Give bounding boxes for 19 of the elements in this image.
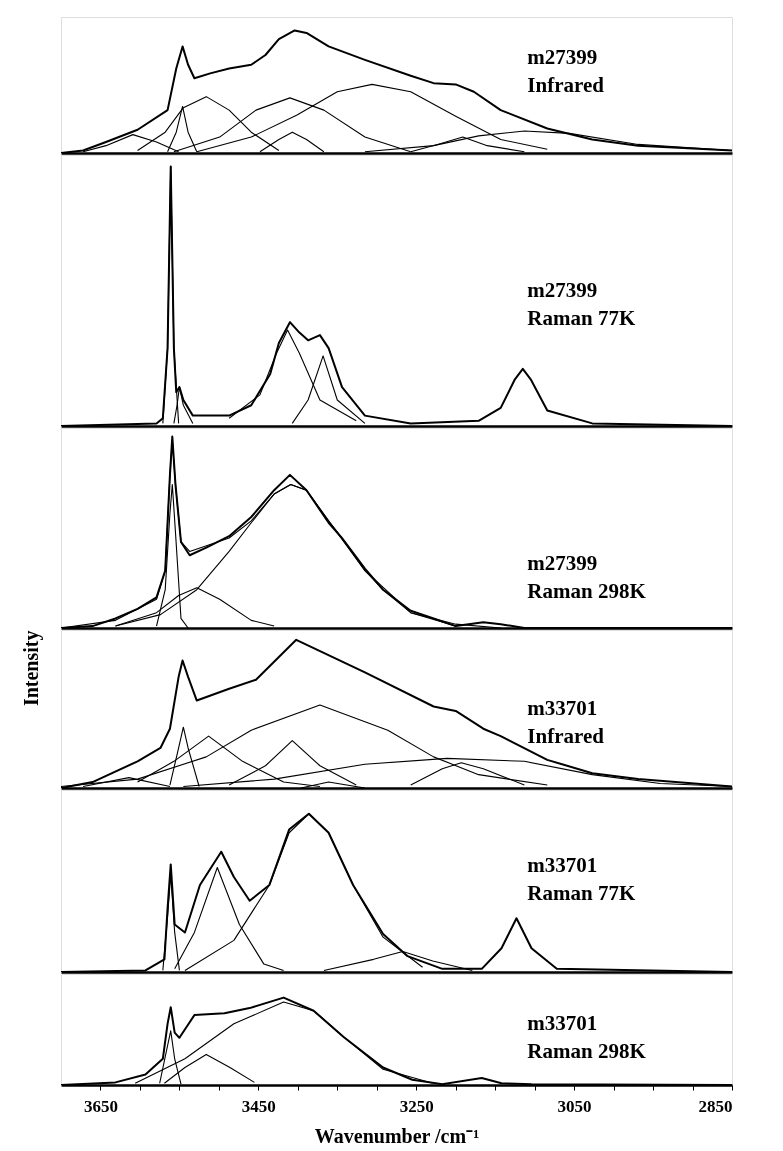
annotation: Raman 77K [527, 305, 636, 330]
annotation: m27399 [527, 44, 598, 69]
x-tick-label: 3250 [399, 1096, 434, 1116]
annotation: m27399 [527, 551, 598, 575]
annotation: m33701 [527, 1010, 598, 1035]
x-tick-label: 3650 [83, 1096, 118, 1116]
x-tick-label: 3450 [241, 1096, 276, 1116]
annotation: m33701 [527, 853, 598, 878]
annotation: Raman 77K [527, 881, 636, 906]
annotation: m33701 [527, 696, 598, 720]
x-tick-label: 3050 [557, 1096, 592, 1116]
x-tick-label: 2850 [698, 1096, 733, 1116]
annotation: Infrared [527, 72, 605, 97]
annotation: m27399 [527, 277, 598, 302]
annotation: Infrared [527, 724, 605, 748]
y-axis-title: Intensity [19, 630, 43, 707]
annotation: Raman 298K [527, 579, 647, 603]
annotation: Raman 298K [527, 1038, 647, 1063]
x-axis-title: Wavenumber /cm⁻¹ [314, 1124, 480, 1147]
